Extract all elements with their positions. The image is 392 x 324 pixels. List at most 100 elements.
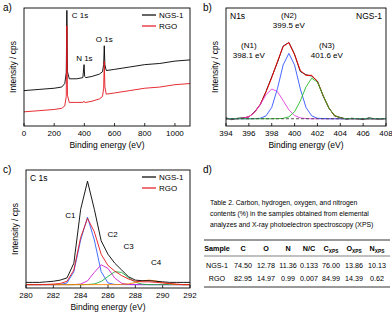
- series-line: [24, 26, 190, 112]
- legend-label: RGO: [159, 22, 177, 31]
- x-tick: [80, 285, 81, 288]
- legend-label: NGS-1: [159, 11, 184, 20]
- table-cell: 0.133: [300, 261, 318, 270]
- panel-0: 0 200 400 600 800 1000 Binding energy (eV) Inte…: [3, 2, 190, 150]
- table-rule: [204, 240, 390, 241]
- x-axis-label: Binding energy (eV): [70, 302, 145, 312]
- table-cell: 14.97: [257, 274, 275, 283]
- subtitle: C 1s: [30, 173, 47, 183]
- series-line: [26, 217, 190, 284]
- peak-label: (N1): [241, 41, 257, 50]
- table-cell: 12.78: [257, 261, 275, 270]
- x-tick: [135, 285, 136, 288]
- panel-label: a): [3, 2, 12, 13]
- x-tick-label: 288: [129, 291, 143, 300]
- x-tick-label: 282: [47, 291, 61, 300]
- annotation: C3: [124, 242, 135, 251]
- table-cell: 11.36: [279, 261, 296, 270]
- table-cell: 74.50: [234, 261, 252, 270]
- table-cell: 82.95: [234, 274, 252, 283]
- table-panel: d) Table 2. Carbon, hydrogen, oxygen, and…: [203, 164, 390, 287]
- table-header: C: [240, 244, 245, 253]
- x-tick-label: 394: [219, 129, 233, 138]
- x-tick-label: 1000: [166, 129, 184, 138]
- legend-swatch: [142, 176, 156, 177]
- series-group: [24, 10, 190, 111]
- series-line: [26, 218, 190, 284]
- x-tick-label: 402: [311, 129, 325, 138]
- table-rule: [204, 287, 390, 288]
- x-tick-label: 284: [74, 291, 88, 300]
- x-tick-label: 292: [183, 291, 197, 300]
- series-line: [26, 181, 190, 282]
- series-line: [226, 78, 386, 119]
- x-tick-label: 600: [108, 129, 122, 138]
- header-sub: XPS: [329, 249, 339, 254]
- header-sub: XPS: [375, 249, 385, 254]
- table-header: N/C: [303, 244, 315, 253]
- x-tick: [162, 285, 163, 288]
- series-group: [26, 181, 190, 284]
- x-tick-label: 200: [48, 129, 62, 138]
- table-cell: 84.99: [322, 274, 340, 283]
- table-cell: 0.007: [300, 274, 318, 283]
- panel-label: c): [3, 164, 11, 175]
- annotation: C1: [65, 211, 76, 220]
- plot-frame: [226, 8, 386, 126]
- panel-label: b): [203, 2, 212, 13]
- y-axis-label: Intensity / cps: [210, 41, 220, 93]
- legend-label: NGS-1: [159, 173, 184, 182]
- caption-line: contents (%) in the samples obtained fro…: [210, 210, 369, 218]
- table-rule: [204, 256, 390, 257]
- subtitle: N1s: [230, 11, 245, 21]
- x-tick-label: 404: [334, 129, 348, 138]
- table-cell: 0.99: [281, 274, 295, 283]
- table-cell: NGS-1: [206, 261, 228, 270]
- peak-label: (N2): [281, 11, 297, 20]
- series-line: [26, 272, 190, 285]
- table-header: N: [285, 244, 290, 253]
- caption-line: Table 2. Carbon, hydrogen, oxygen, and n…: [210, 199, 358, 207]
- panel-2: 280282284286288290292Binding energy (eV)…: [3, 164, 197, 312]
- legend-swatch: [142, 14, 156, 15]
- annotation: C 1s: [72, 11, 88, 20]
- y-axis-label: Intensity / cps: [8, 41, 18, 93]
- x-tick-label: 406: [356, 129, 370, 138]
- series-line: [226, 43, 386, 119]
- legend-swatch: [142, 25, 156, 26]
- y-axis-label: Intensity / cps: [10, 203, 20, 255]
- x-tick: [53, 285, 54, 288]
- header-sub: XPS: [352, 249, 362, 254]
- annotation: NGS-1: [356, 11, 382, 21]
- peak-energy: 398.1 eV: [233, 51, 266, 60]
- panel-label: d): [203, 164, 212, 175]
- peak-energy: 401.6 eV: [311, 51, 344, 60]
- plot-frame: [26, 170, 190, 288]
- series-line: [226, 118, 386, 119]
- series-line: [226, 53, 386, 118]
- x-tick-label: 0: [22, 129, 27, 138]
- series-group: [226, 42, 386, 119]
- x-tick-label: 280: [19, 291, 33, 300]
- x-tick-label: 398: [265, 129, 279, 138]
- annotation: C4: [151, 258, 162, 267]
- peak-label: (N3): [319, 41, 335, 50]
- x-tick-label: 286: [101, 291, 115, 300]
- table-cell: 76.00: [322, 261, 340, 270]
- series-line: [226, 42, 386, 119]
- table-header: Sample: [204, 244, 230, 253]
- table-cell: 0.62: [370, 274, 384, 283]
- annotation: C2: [108, 230, 119, 239]
- table-cell: RGO: [209, 274, 226, 283]
- legend-swatch: [142, 187, 156, 188]
- x-tick-label: 400: [288, 129, 302, 138]
- x-tick-label: 400: [78, 129, 92, 138]
- figure: 0 200 400 600 800 1000 Binding energy (eV) Inte…: [0, 0, 392, 324]
- x-tick-label: 800: [138, 129, 152, 138]
- annotation: O 1s: [96, 35, 113, 44]
- peak-energy: 399.5 eV: [273, 21, 306, 30]
- x-axis-label: Binding energy (eV): [69, 140, 144, 150]
- table-cell: 13.86: [345, 261, 363, 270]
- table-header: O: [263, 244, 269, 253]
- legend-label: RGO: [159, 184, 177, 193]
